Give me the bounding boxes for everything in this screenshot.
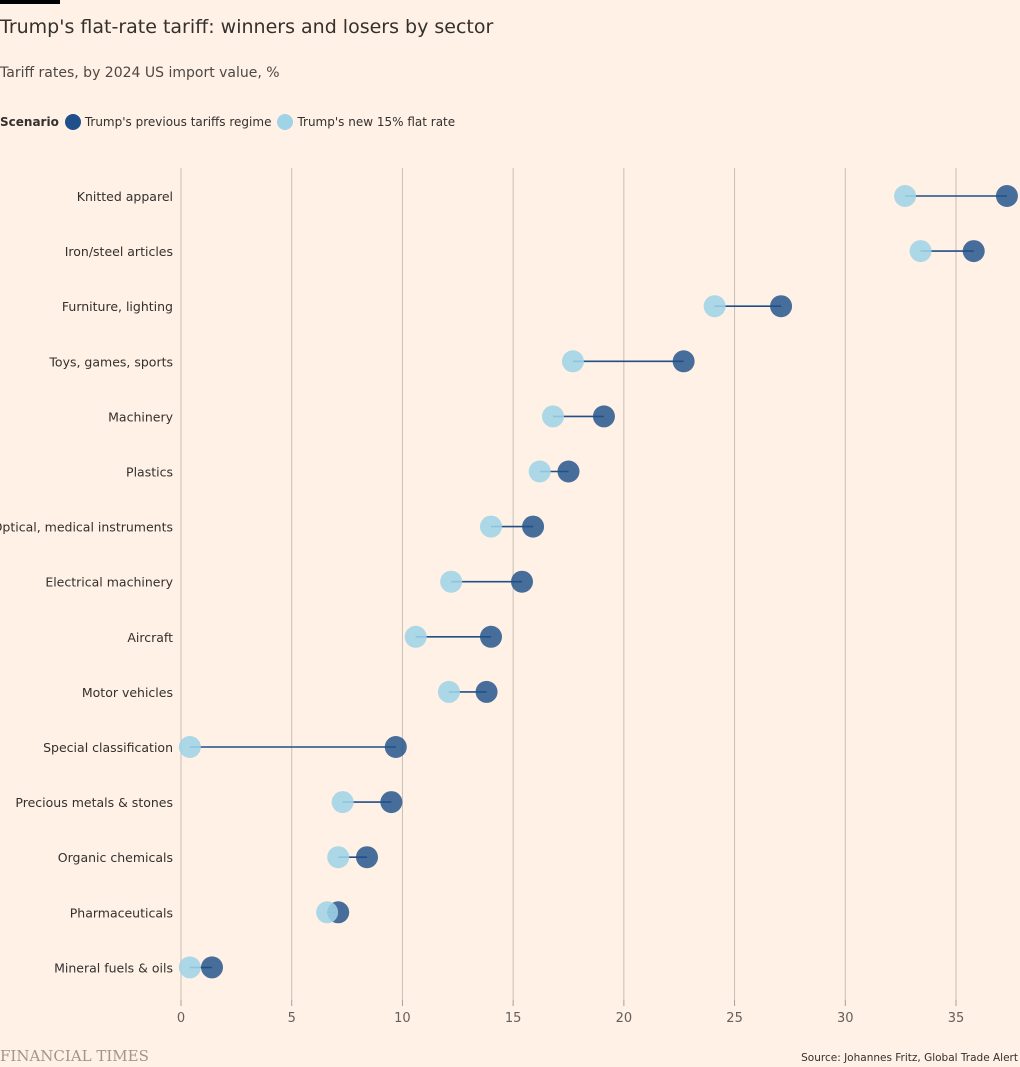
dot-previous-regime bbox=[201, 956, 223, 979]
dot-previous-regime bbox=[356, 846, 378, 869]
legend-item-previous: Trump's previous tariffs regime bbox=[64, 114, 272, 130]
dot-previous-regime bbox=[480, 625, 502, 648]
dot-new-flat-rate bbox=[542, 405, 564, 428]
dot-new-flat-rate bbox=[327, 846, 350, 869]
dot-previous-regime bbox=[522, 515, 545, 538]
dot-previous-regime bbox=[475, 680, 498, 703]
y-category-label: Mineral fuels & oils bbox=[54, 960, 173, 975]
y-category-label: Pharmaceuticals bbox=[70, 905, 173, 920]
y-category-label: Optical, medical instruments bbox=[0, 520, 173, 535]
x-tick-label: 25 bbox=[726, 1011, 743, 1026]
x-tick-label: 30 bbox=[837, 1011, 854, 1026]
dot-previous-regime bbox=[384, 736, 407, 758]
dot-previous-regime bbox=[770, 295, 793, 318]
dot-new-flat-rate bbox=[437, 680, 460, 703]
legend-text-previous: Trump's previous tariffs regime bbox=[84, 115, 272, 129]
x-tick-label: 35 bbox=[948, 1011, 965, 1026]
x-tick-label: 10 bbox=[394, 1011, 411, 1026]
dot-new-flat-rate bbox=[480, 515, 502, 538]
legend-text-new: Trump's new 15% flat rate bbox=[297, 115, 456, 129]
brand-bar bbox=[0, 0, 60, 4]
x-tick-label: 5 bbox=[288, 1011, 296, 1026]
y-category-label: Machinery bbox=[108, 409, 173, 424]
y-category-label: Special classification bbox=[43, 740, 173, 755]
dot-new-flat-rate bbox=[316, 901, 339, 924]
y-category-label: Plastics bbox=[126, 465, 173, 480]
legend-item-new: Trump's new 15% flat rate bbox=[277, 114, 455, 130]
dot-new-flat-rate bbox=[528, 460, 551, 483]
x-tick-label: 0 bbox=[177, 1011, 185, 1026]
source-note: Source: Johannes Fritz, Global Trade Ale… bbox=[801, 1052, 1018, 1064]
dot-new-flat-rate bbox=[178, 736, 201, 758]
dot-previous-regime bbox=[592, 405, 615, 428]
y-category-label: Organic chemicals bbox=[58, 850, 173, 865]
y-category-label: Toys, games, sports bbox=[48, 354, 173, 369]
y-category-label: Furniture, lighting bbox=[62, 299, 173, 314]
chart-subtitle: Tariff rates, by 2024 US import value, % bbox=[0, 65, 280, 81]
legend-swatch-previous bbox=[64, 114, 81, 130]
legend: Scenario Trump's previous tariffs regime… bbox=[0, 114, 461, 130]
dot-new-flat-rate bbox=[331, 791, 354, 814]
dumbbell-chart: 0 5 10 15 20 25 30 35 Knitted apparel Iron/steel … bbox=[0, 168, 1018, 1026]
dot-new-flat-rate bbox=[561, 350, 584, 373]
y-category-label: Electrical machinery bbox=[45, 575, 173, 590]
dot-previous-regime bbox=[995, 185, 1018, 207]
legend-label: Scenario bbox=[0, 115, 59, 129]
y-category-label: Aircraft bbox=[127, 630, 173, 645]
y-category-label: Iron/steel articles bbox=[65, 244, 173, 259]
dot-new-flat-rate bbox=[404, 625, 427, 648]
dot-new-flat-rate bbox=[703, 295, 726, 318]
y-category-label: Precious metals & stones bbox=[15, 795, 173, 810]
dot-new-flat-rate bbox=[909, 240, 932, 263]
y-category-label: Knitted apparel bbox=[77, 189, 173, 204]
dot-previous-regime bbox=[380, 791, 403, 814]
x-tick-label: 15 bbox=[505, 1011, 522, 1026]
y-category-label: Motor vehicles bbox=[82, 685, 173, 700]
ft-logo: FINANCIAL TIMES bbox=[0, 1047, 149, 1065]
dot-previous-regime bbox=[557, 460, 580, 483]
chart-title: Trump's flat-rate tariff: winners and lo… bbox=[0, 16, 494, 38]
legend-swatch-new bbox=[277, 114, 294, 130]
dot-new-flat-rate bbox=[894, 185, 917, 207]
dot-new-flat-rate bbox=[178, 956, 201, 979]
dot-previous-regime bbox=[511, 570, 533, 593]
x-tick-label: 20 bbox=[616, 1011, 633, 1026]
dot-previous-regime bbox=[962, 240, 985, 263]
dot-previous-regime bbox=[672, 350, 695, 373]
dot-new-flat-rate bbox=[440, 570, 463, 593]
